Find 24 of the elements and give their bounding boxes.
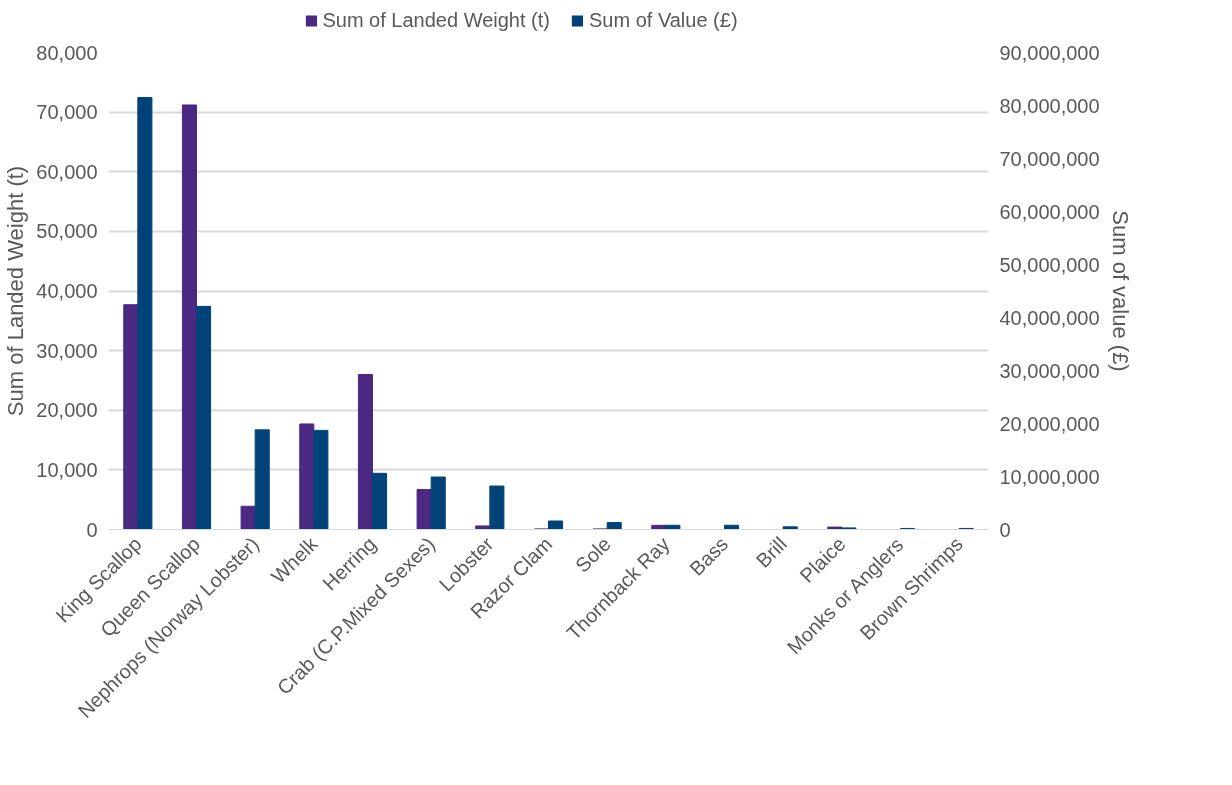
y-tick-label: 0 <box>86 518 98 541</box>
y-tick-label: 30,000 <box>36 339 98 362</box>
y2-tick-label: 0 <box>999 518 1011 541</box>
y2-tick-label: 20,000,000 <box>999 412 1100 435</box>
legend-label: Sum of Value (£) <box>588 8 738 32</box>
y-tick-label: 60,000 <box>36 160 98 183</box>
y2-tick-label: 60,000,000 <box>999 200 1100 223</box>
y2-tick-label: 70,000,000 <box>999 147 1100 170</box>
y2-axis-title: Sum of value (£) <box>1107 210 1133 372</box>
y2-tick-label: 40,000,000 <box>999 306 1100 329</box>
y-tick-label: 50,000 <box>36 220 98 243</box>
y-tick-label: 40,000 <box>36 280 98 302</box>
y2-tick-label: 50,000,000 <box>999 253 1100 276</box>
y-tick-label: 80,000 <box>36 41 98 64</box>
y-tick-label: 70,000 <box>36 101 98 124</box>
y2-tick-label: 80,000,000 <box>999 94 1100 117</box>
y-tick-label: 20,000 <box>36 399 98 422</box>
y2-tick-label: 90,000,000 <box>999 41 1100 64</box>
legend-label: Sum of Landed Weight (t) <box>322 8 550 32</box>
y2-tick-label: 30,000,000 <box>999 359 1100 382</box>
y-axis-title: Sum of Landed Weight (t) <box>3 165 29 417</box>
x-tick-label: Brill <box>751 532 791 572</box>
y2-tick-label: 10,000,000 <box>999 465 1100 488</box>
y-tick-label: 10,000 <box>36 458 98 481</box>
